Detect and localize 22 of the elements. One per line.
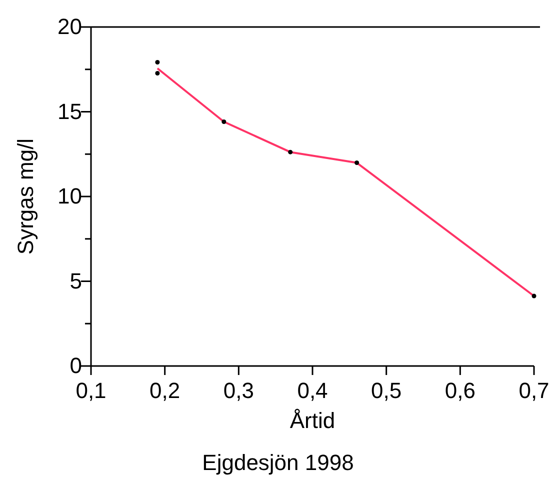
x-tick-label: 0,7 <box>518 378 550 403</box>
point <box>288 150 293 154</box>
x-tick-label: 0,3 <box>223 378 254 403</box>
point <box>532 294 536 298</box>
line-series <box>156 67 535 297</box>
y-tick-label: 5 <box>70 268 82 294</box>
y-tick-label: 0 <box>70 353 82 378</box>
x-tick-label: 0,5 <box>371 378 402 403</box>
text: Ejgdesjön 1998 <box>202 450 354 475</box>
x-tick-label: 0,4 <box>297 378 328 403</box>
x-tick-label: 0,2 <box>150 378 180 403</box>
point <box>155 71 160 76</box>
y-axis-title: Syrgas mg/l <box>13 138 38 255</box>
point <box>354 160 360 166</box>
x-tick-label: 0,1 <box>76 378 106 403</box>
y-tick-label: 20 <box>58 14 82 40</box>
point <box>155 60 160 65</box>
point <box>222 120 226 124</box>
x-axis-title: Årtid <box>290 408 336 433</box>
y-tick-label: 15 <box>58 98 82 124</box>
y-tick-label: 10 <box>58 184 82 209</box>
x-tick-label: 0,6 <box>444 378 476 403</box>
